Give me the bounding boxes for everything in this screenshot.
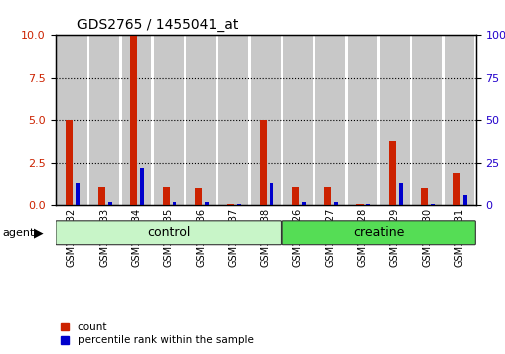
Bar [259,120,266,205]
Bar [269,183,273,205]
Text: GDS2765 / 1455041_at: GDS2765 / 1455041_at [77,18,237,32]
Bar [89,35,119,205]
Bar [108,202,112,205]
Bar [194,188,201,205]
Text: agent: agent [3,228,35,238]
Bar [324,187,331,205]
Bar [250,35,280,205]
FancyBboxPatch shape [282,221,474,245]
Bar [388,141,395,205]
Bar [154,35,183,205]
Bar [172,202,176,205]
Bar [379,35,409,205]
Bar [430,204,434,205]
Text: creatine: creatine [352,226,403,239]
Bar [412,35,441,205]
Bar [186,35,216,205]
Bar [333,202,337,205]
Bar [121,35,151,205]
Bar [205,202,209,205]
Text: control: control [147,226,190,239]
FancyBboxPatch shape [56,221,281,245]
Bar [282,35,312,205]
Bar [218,35,248,205]
Bar [420,188,427,205]
Bar [76,183,79,205]
Bar [452,173,460,205]
Bar [347,35,377,205]
Bar [66,120,73,205]
Bar [463,195,466,205]
Bar [130,35,137,205]
Bar [162,187,169,205]
Bar [444,35,473,205]
Bar [315,35,344,205]
Bar [291,187,298,205]
Bar [398,183,402,205]
Bar [301,202,305,205]
Legend: count, percentile rank within the sample: count, percentile rank within the sample [61,322,253,345]
Bar [57,35,86,205]
Text: ▶: ▶ [34,227,43,239]
Bar [140,168,144,205]
Bar [98,187,105,205]
